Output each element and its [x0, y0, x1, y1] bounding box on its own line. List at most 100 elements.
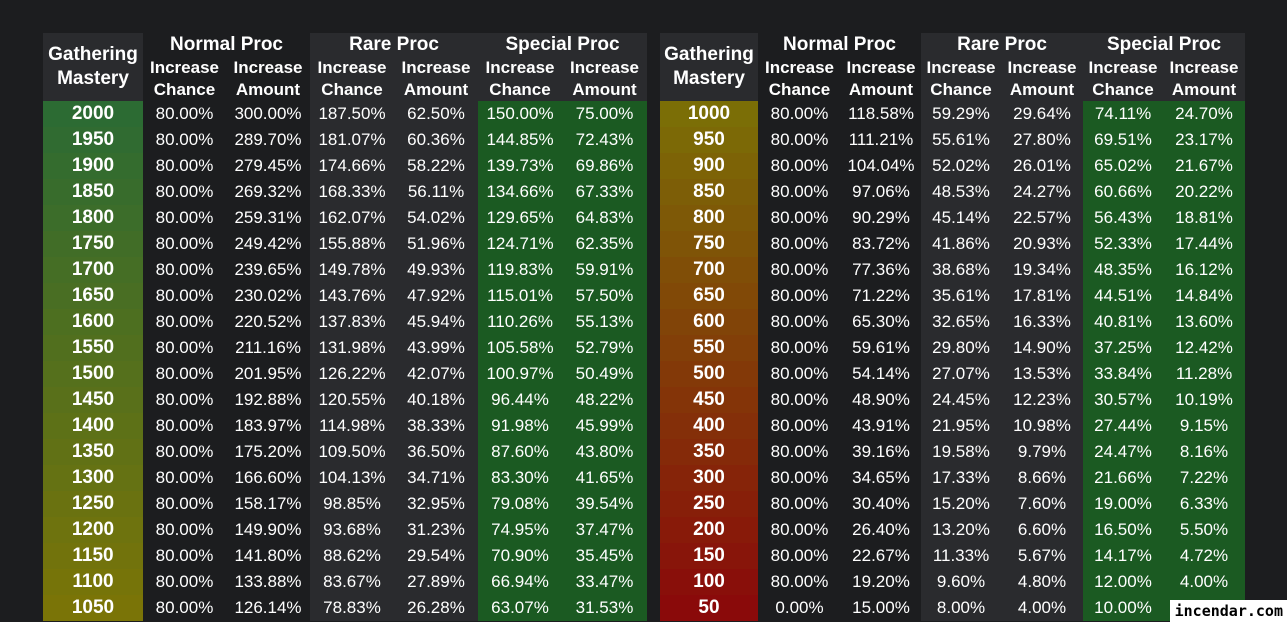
rare-amount: 20.93% [1001, 231, 1084, 257]
normal-amount: 59.61% [841, 335, 922, 361]
rare-amount: 43.99% [394, 335, 479, 361]
table-row: 900 80.00% 104.04% 52.02% 26.01% 65.02% 21.67% [660, 153, 1246, 179]
special-amount: 17.44% [1163, 231, 1246, 257]
special-chance: 91.98% [478, 413, 563, 439]
mastery-value: 50 [660, 595, 758, 621]
special-amount: 6.33% [1163, 491, 1246, 517]
table-row: 1300 80.00% 166.60% 104.13% 34.71% 83.30% 41.6… [43, 465, 648, 491]
mastery-value: 100 [660, 569, 758, 595]
normal-amount: 118.58% [841, 101, 922, 127]
table-row: 1350 80.00% 175.20% 109.50% 36.50% 87.60% 43.8… [43, 439, 648, 465]
table-row: 1150 80.00% 141.80% 88.62% 29.54% 70.90% 35.45… [43, 543, 648, 569]
rare-amount: 19.34% [1001, 257, 1084, 283]
rare-amount: 5.67% [1001, 543, 1084, 569]
header-increase-chance: Increase Chance [310, 57, 395, 101]
rare-chance: 187.50% [310, 101, 395, 127]
normal-chance: 80.00% [758, 439, 841, 465]
mastery-value: 1950 [43, 127, 143, 153]
normal-amount: 158.17% [226, 491, 311, 517]
special-chance: 27.44% [1083, 413, 1164, 439]
special-chance: 19.00% [1083, 491, 1164, 517]
rare-chance: 17.33% [921, 465, 1002, 491]
header-gathering-mastery: Gathering Mastery [660, 33, 758, 101]
normal-chance: 80.00% [758, 517, 841, 543]
table-row: 1400 80.00% 183.97% 114.98% 38.33% 91.98% 45.9… [43, 413, 648, 439]
rare-amount: 26.01% [1001, 153, 1084, 179]
normal-chance: 80.00% [143, 283, 226, 309]
table-row: 700 80.00% 77.36% 38.68% 19.34% 48.35% 16.12% [660, 257, 1246, 283]
special-amount: 72.43% [562, 127, 648, 153]
mastery-value: 250 [660, 491, 758, 517]
normal-amount: 175.20% [226, 439, 311, 465]
rare-chance: 162.07% [310, 205, 395, 231]
table-row: 300 80.00% 34.65% 17.33% 8.66% 21.66% 7.22% [660, 465, 1246, 491]
table-row: 350 80.00% 39.16% 19.58% 9.79% 24.47% 8.16% [660, 439, 1246, 465]
header-normal-proc: Normal Proc [758, 33, 922, 57]
rare-amount: 60.36% [394, 127, 479, 153]
special-chance: 87.60% [478, 439, 563, 465]
mastery-value: 2000 [43, 101, 143, 127]
mastery-value: 1550 [43, 335, 143, 361]
special-chance: 119.83% [478, 257, 563, 283]
normal-chance: 80.00% [143, 517, 226, 543]
normal-chance: 80.00% [143, 257, 226, 283]
mastery-value: 1150 [43, 543, 143, 569]
normal-chance: 80.00% [143, 465, 226, 491]
normal-chance: 80.00% [143, 439, 226, 465]
normal-amount: 43.91% [841, 413, 922, 439]
table-row: 1700 80.00% 239.65% 149.78% 49.93% 119.83% 59.… [43, 257, 648, 283]
rare-amount: 42.07% [394, 361, 479, 387]
normal-amount: 71.22% [841, 283, 922, 309]
special-amount: 59.91% [562, 257, 648, 283]
rare-chance: 104.13% [310, 465, 395, 491]
header-increase-chance: Increase Chance [143, 57, 226, 101]
mastery-value: 1350 [43, 439, 143, 465]
special-chance: 30.57% [1083, 387, 1164, 413]
rare-chance: 137.83% [310, 309, 395, 335]
table-row: 1950 80.00% 289.70% 181.07% 60.36% 144.85% 72.… [43, 127, 648, 153]
normal-amount: 230.02% [226, 283, 311, 309]
special-amount: 67.33% [562, 179, 648, 205]
rare-chance: 45.14% [921, 205, 1002, 231]
rare-amount: 16.33% [1001, 309, 1084, 335]
rare-amount: 24.27% [1001, 179, 1084, 205]
mastery-value: 750 [660, 231, 758, 257]
rare-chance: 149.78% [310, 257, 395, 283]
table-row: 650 80.00% 71.22% 35.61% 17.81% 44.51% 14.84% [660, 283, 1246, 309]
special-chance: 37.25% [1083, 335, 1164, 361]
rare-chance: 88.62% [310, 543, 395, 569]
table-row: 1450 80.00% 192.88% 120.55% 40.18% 96.44% 48.2… [43, 387, 648, 413]
normal-chance: 80.00% [143, 101, 226, 127]
normal-amount: 141.80% [226, 543, 311, 569]
rare-chance: 38.68% [921, 257, 1002, 283]
table-row: 1650 80.00% 230.02% 143.76% 47.92% 115.01% 57.… [43, 283, 648, 309]
mastery-value: 1650 [43, 283, 143, 309]
special-amount: 52.79% [562, 335, 648, 361]
rare-chance: 155.88% [310, 231, 395, 257]
rare-amount: 4.00% [1001, 595, 1084, 621]
special-amount: 18.81% [1163, 205, 1246, 231]
special-amount: 39.54% [562, 491, 648, 517]
mastery-table-high: Gathering Mastery Normal Proc Rare Proc … [43, 33, 648, 621]
special-amount: 13.60% [1163, 309, 1246, 335]
header-gathering-mastery: Gathering Mastery [43, 33, 143, 101]
mastery-value: 1600 [43, 309, 143, 335]
mastery-value: 200 [660, 517, 758, 543]
normal-amount: 104.04% [841, 153, 922, 179]
rare-chance: 168.33% [310, 179, 395, 205]
rare-amount: 7.60% [1001, 491, 1084, 517]
special-chance: 144.85% [478, 127, 563, 153]
mastery-value: 700 [660, 257, 758, 283]
normal-amount: 83.72% [841, 231, 922, 257]
rare-chance: 24.45% [921, 387, 1002, 413]
rare-chance: 32.65% [921, 309, 1002, 335]
special-chance: 65.02% [1083, 153, 1164, 179]
mastery-value: 550 [660, 335, 758, 361]
special-chance: 96.44% [478, 387, 563, 413]
special-chance: 48.35% [1083, 257, 1164, 283]
rare-amount: 58.22% [394, 153, 479, 179]
rare-amount: 8.66% [1001, 465, 1084, 491]
normal-chance: 80.00% [758, 543, 841, 569]
rare-chance: 29.80% [921, 335, 1002, 361]
mastery-value: 1100 [43, 569, 143, 595]
